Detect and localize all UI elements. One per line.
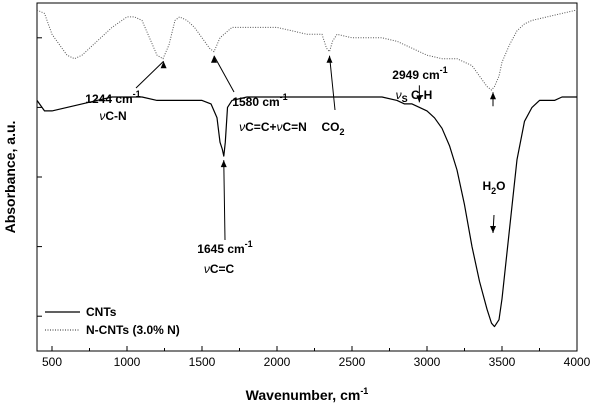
- ann-2949-line2: νS C-H: [396, 88, 433, 104]
- x-tick-label: 2500: [339, 355, 366, 369]
- ann-1645-line1-text: 1645 cm: [197, 242, 244, 256]
- ann-1244-nu: ν: [99, 109, 105, 123]
- ann-1580-nu: ν: [239, 120, 245, 134]
- ann-1580-nu-b: ν: [277, 120, 283, 134]
- ann-1645-line2: νC=C: [204, 262, 235, 276]
- ann-h2o-line1: H2O: [482, 179, 505, 196]
- ann-1580-line1-sup: -1: [280, 92, 288, 102]
- x-axis-ticks: 500 1000 1500 2000 2500 3000 3500 4000: [42, 346, 591, 369]
- x-tick-label: 1500: [189, 355, 216, 369]
- ann-1645-line1-sup: -1: [245, 239, 253, 249]
- x-axis-title: Wavenumber, cm-1: [246, 386, 369, 403]
- x-tick-label: 500: [42, 355, 62, 369]
- annotation-arrow-head: [220, 160, 227, 168]
- ann-co2-line1-text: CO: [321, 120, 339, 134]
- ann-2949-nu-sub: S: [402, 94, 408, 104]
- series-line-n-cnts: [36, 9, 578, 91]
- ann-1645-line1: 1645 cm-1: [197, 239, 252, 256]
- ann-2949-nu: ν: [396, 88, 402, 102]
- ann-2949-line1-text: 2949 cm: [392, 68, 439, 82]
- x-tick-label: 3500: [489, 355, 516, 369]
- x-tick-label: 4000: [564, 355, 591, 369]
- annotation-arrow-head: [211, 55, 217, 63]
- ann-h2o-line1-tail: O: [496, 179, 505, 193]
- legend: CNTs N-CNTs (3.0% N): [45, 305, 180, 337]
- ann-1645-nu: ν: [204, 262, 210, 276]
- ann-2949-line1-sup: -1: [440, 65, 448, 75]
- series-line-cnts: [36, 96, 577, 328]
- series-layer: [36, 9, 578, 328]
- annotation-arrow-head: [160, 61, 167, 69]
- ann-1580-line2: νC=C+νC=N: [239, 120, 307, 134]
- ann-co2-line1: CO2: [321, 120, 344, 137]
- x-axis-title-text: Wavenumber, cm: [246, 387, 361, 403]
- ann-1580-line1-text: 1580 cm: [232, 95, 279, 109]
- x-tick-label: 2000: [264, 355, 291, 369]
- ann-1580-line1: 1580 cm-1: [232, 92, 287, 109]
- annotation-arrow-shaft: [223, 160, 226, 241]
- plot-frame: [36, 2, 578, 352]
- annotation-arrow-head: [416, 95, 423, 103]
- annotation-arrow-shaft: [329, 55, 336, 111]
- y-axis-title: Absorbance, a.u.: [2, 121, 18, 234]
- ann-1580-line2-text-b: C=N: [283, 120, 307, 134]
- ann-2949-line1: 2949 cm-1: [392, 65, 447, 82]
- ann-h2o-line1-text: H: [482, 179, 491, 193]
- x-tick-label: 1000: [114, 355, 141, 369]
- x-tick-label: 3000: [414, 355, 441, 369]
- annotation-arrow-head: [326, 55, 333, 63]
- ann-1645-line2-text: C=C: [210, 262, 235, 276]
- x-axis-title-sup: -1: [360, 386, 368, 396]
- annotation-arrow-shaft: [213, 55, 235, 93]
- ann-1244-line1-sup: -1: [133, 89, 141, 99]
- ann-1244-line2: νC-N: [99, 109, 126, 123]
- y-axis-ticks: [37, 37, 42, 317]
- ann-2949-line2-text: C-H: [411, 88, 432, 102]
- annotation-arrow-shaft: [135, 60, 164, 89]
- legend-label-1: N-CNTs (3.0% N): [86, 323, 180, 337]
- annotation-arrow-head: [490, 92, 496, 100]
- ann-co2-line1-sub: 2: [339, 127, 344, 137]
- annotation-arrow-head: [490, 226, 496, 233]
- legend-label-0: CNTs: [86, 305, 117, 319]
- ann-1244-line1: 1244 cm-1: [85, 89, 140, 106]
- ann-1244-line1-text: 1244 cm: [85, 92, 132, 106]
- ann-1244-line2-text: C-N: [105, 109, 126, 123]
- ann-h2o-line1-sub: 2: [491, 186, 496, 196]
- ann-1580-line2-text: C=C+: [245, 120, 276, 134]
